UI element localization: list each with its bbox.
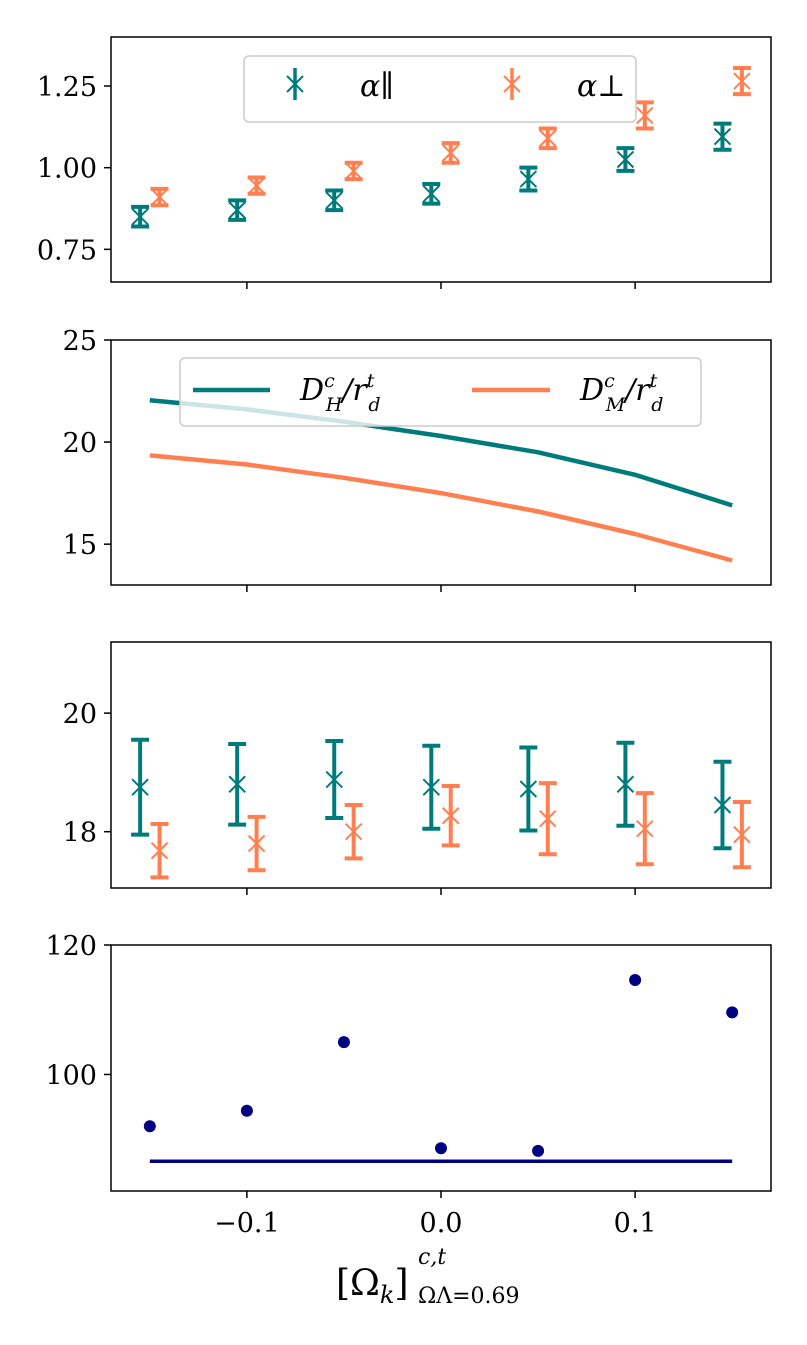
data-marker-x: [519, 170, 538, 188]
chart-panel-4: 100 120: [45, 931, 772, 1198]
data-marker-x: [325, 191, 343, 210]
x-axis-label-main: [Ω: [336, 1263, 380, 1304]
data-marker-x: [441, 144, 460, 162]
legend-label: α⊥: [577, 69, 625, 104]
y-tick-label: 100: [45, 1060, 97, 1091]
legend-label: α∥: [360, 69, 394, 104]
legend-label: Dc M/rt d: [579, 370, 663, 416]
data-marker-x: [150, 841, 169, 860]
data-point: [240, 1104, 253, 1117]
data-marker-x: [344, 822, 363, 841]
data-marker-x: [131, 207, 149, 226]
legend-label-part: /r: [622, 373, 651, 408]
data-point: [143, 1120, 156, 1133]
legend-label-part: t: [367, 370, 375, 392]
legend-label-part: c: [324, 370, 335, 392]
legend-label-part: c: [604, 370, 615, 392]
data-marker-x: [733, 825, 751, 844]
x-axis-label-k: k: [380, 1281, 395, 1309]
data-marker-x: [539, 809, 557, 828]
data-marker-x: [228, 775, 246, 793]
legend-label-part: D: [579, 373, 604, 408]
legend-label-part: t: [650, 370, 658, 392]
y-tick-label: 20: [63, 699, 97, 730]
chart-panel-1: 0.75 1.00 1.25 α∥ α⊥: [37, 36, 772, 289]
legend-box: [179, 357, 702, 427]
y-tick-label: 20: [63, 428, 97, 459]
data-marker-x: [539, 129, 557, 147]
x-tick-label: 0.0: [420, 1208, 463, 1239]
legend-label-part: d: [651, 394, 663, 416]
data-marker-x: [344, 162, 363, 180]
legend-box: [243, 55, 637, 123]
x-axis-label-sub: ΩΛ=0.69: [418, 1284, 520, 1309]
x-axis-label-close: ]: [394, 1263, 408, 1304]
data-marker-x: [325, 770, 343, 789]
x-axis-label-sup: c,t: [418, 1245, 446, 1270]
series-line-DM: [149, 453, 733, 563]
legend: Dc H/rt d Dc M/rt d: [179, 357, 702, 427]
x-tick-label: −0.1: [214, 1208, 280, 1239]
data-point: [435, 1142, 447, 1155]
data-point: [532, 1144, 545, 1157]
legend-label-part: /r: [339, 373, 368, 408]
legend-label-part: D: [299, 373, 324, 408]
legend: α∥ α⊥: [243, 55, 637, 123]
data-point: [337, 1036, 350, 1049]
y-tick-label: 1.00: [37, 154, 97, 185]
legend-marker-x: [286, 75, 304, 93]
data-marker-x: [422, 778, 441, 796]
legend-label-part: d: [368, 394, 380, 416]
data-marker-x: [636, 106, 654, 125]
data-marker-x: [616, 150, 635, 169]
data-marker-x: [247, 834, 266, 853]
y-tick-label: 0.75: [37, 235, 97, 266]
y-tick-label: 1.25: [37, 72, 97, 103]
y-tick-label: 15: [63, 530, 97, 561]
y-tick-label: 120: [45, 931, 97, 962]
x-tick-labels: −0.1 0.0 0.1: [214, 1208, 656, 1239]
data-marker-x: [247, 176, 266, 195]
y-tick-label: 25: [63, 326, 97, 357]
data-marker-x: [422, 185, 441, 203]
plot-frame: [110, 641, 772, 889]
data-marker-x: [733, 72, 751, 90]
data-marker-x: [713, 796, 732, 814]
svg-text:[Ωk]: [Ωk]: [336, 1263, 409, 1309]
data-marker-x: [131, 778, 149, 796]
data-marker-x: [441, 806, 460, 825]
legend-label: Dc H/rt d: [299, 370, 381, 416]
x-axis-label: [Ωk] c,t ΩΛ=0.69: [336, 1245, 520, 1309]
data-point: [726, 1006, 739, 1019]
data-marker-x: [636, 820, 654, 838]
legend-label-part: M: [605, 394, 626, 416]
x-tick-label: 0.1: [614, 1208, 657, 1239]
y-tick-label: 18: [63, 818, 97, 849]
data-marker-x: [228, 201, 246, 219]
legend-label-part: H: [325, 394, 343, 416]
data-point: [629, 973, 642, 986]
legend-marker-x: [503, 75, 521, 93]
data-marker-x: [150, 188, 169, 206]
data-marker-x: [616, 775, 635, 793]
data-marker-x: [519, 780, 538, 798]
data-marker-x: [713, 127, 732, 146]
